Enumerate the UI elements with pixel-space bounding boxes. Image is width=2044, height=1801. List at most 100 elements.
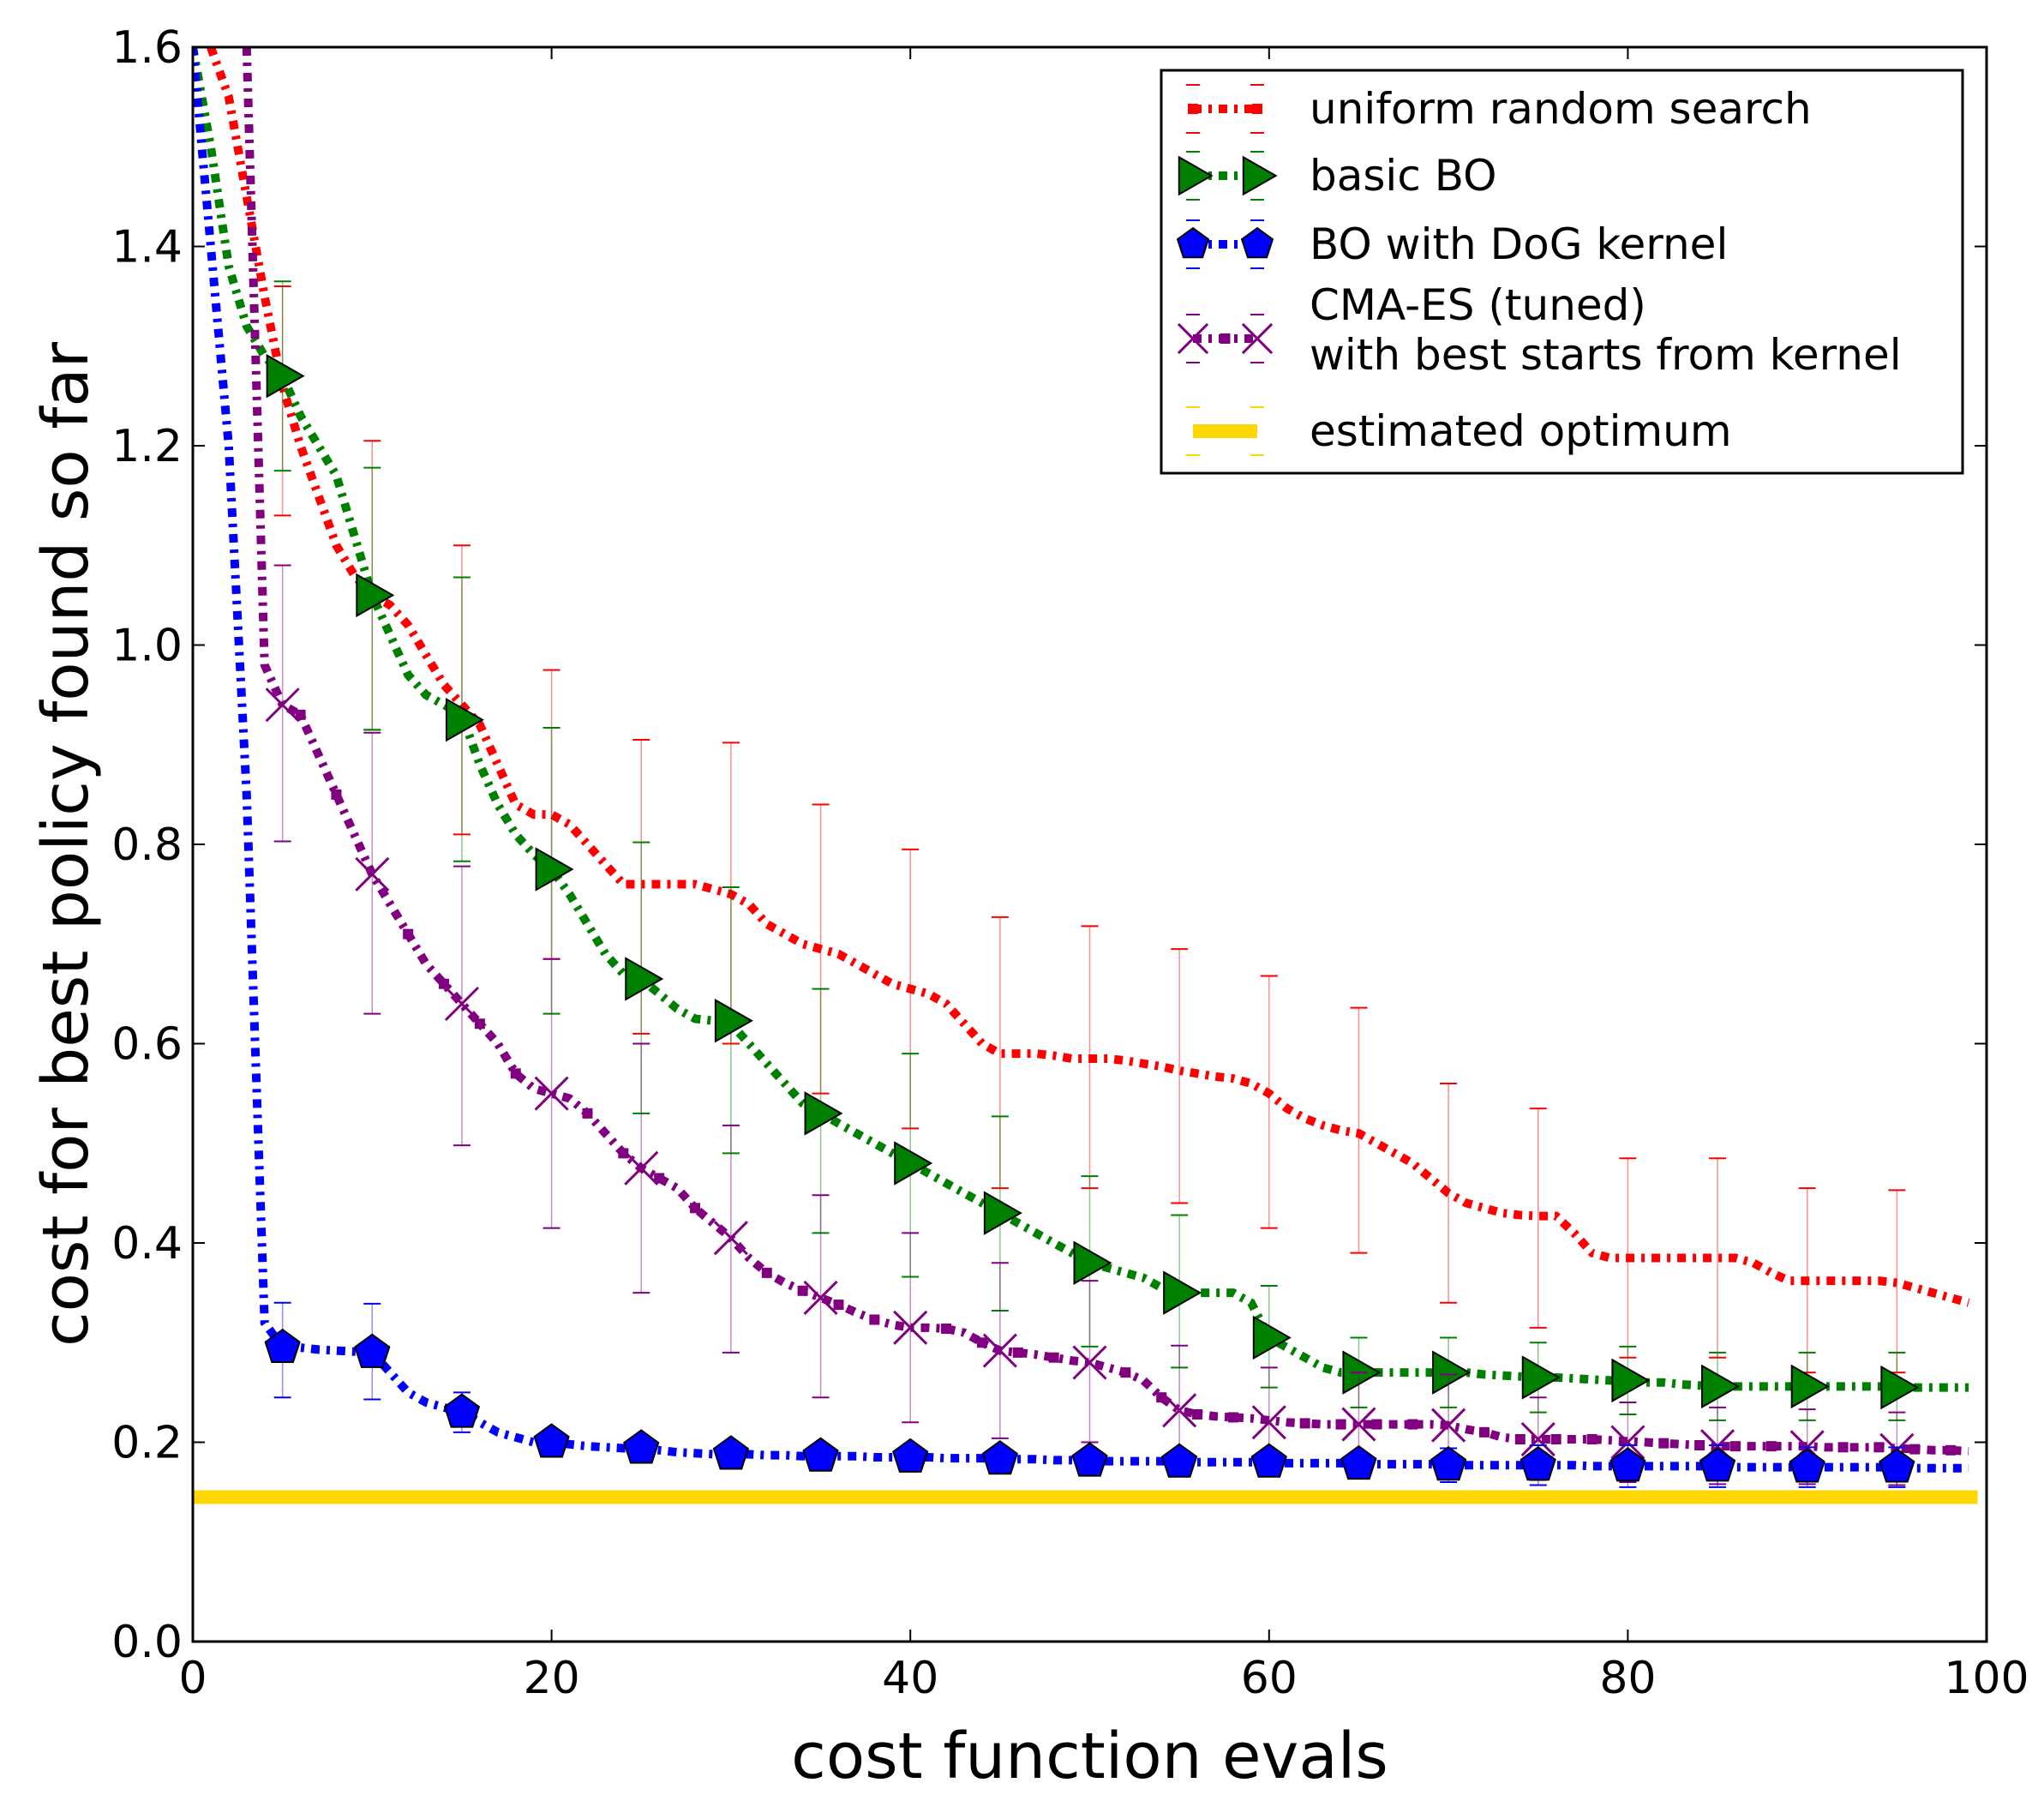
legend-marker (1252, 104, 1262, 114)
data-point (1432, 1350, 1472, 1395)
legend-marker (1178, 155, 1214, 196)
legend-marker (1240, 226, 1274, 259)
data-point (1251, 1405, 1286, 1440)
data-point-square (869, 1314, 880, 1325)
data-point (804, 1091, 843, 1136)
data-point (445, 697, 484, 742)
y-tick-label: 1.6 (111, 22, 183, 74)
data-point (1610, 1425, 1645, 1460)
data-point (1250, 1443, 1287, 1478)
data-point-square (439, 978, 450, 989)
data-point-square (1514, 1434, 1526, 1445)
series-random-search (207, 47, 1970, 1374)
y-tick-label: 0.2 (111, 1418, 183, 1469)
data-point (623, 1429, 660, 1464)
data-point-square (1478, 1426, 1490, 1438)
data-point (1071, 1442, 1108, 1477)
legend-marker-square (1220, 333, 1231, 344)
data-point-square (1120, 1367, 1131, 1378)
data-point-square (618, 1148, 629, 1159)
legend-marker (1188, 104, 1198, 114)
data-point (983, 1191, 1022, 1235)
y-tick-label: 0.8 (111, 819, 183, 871)
legend-item-bo-dog-kernel: BO with DoG kernel (1176, 219, 1728, 269)
x-tick-label: 60 (1241, 1653, 1298, 1704)
data-point (1520, 1446, 1556, 1481)
x-tick-label: 40 (882, 1653, 938, 1704)
data-point (443, 1393, 481, 1428)
data-point (712, 1435, 750, 1470)
data-point (893, 1310, 928, 1345)
legend-marker (1176, 226, 1210, 259)
data-point (265, 687, 300, 723)
data-point-square (1765, 1441, 1777, 1452)
data-point (1162, 1393, 1197, 1428)
data-point (1163, 1270, 1202, 1315)
data-point-square (1873, 1442, 1885, 1453)
legend-marker (1177, 322, 1209, 355)
data-point (264, 1328, 301, 1364)
legend-marker (1242, 155, 1278, 196)
data-point-square (1048, 1352, 1059, 1363)
data-point-square (1299, 1418, 1310, 1429)
legend-label: estimated optimum (1310, 406, 1732, 456)
x-tick-label: 0 (178, 1653, 207, 1704)
legend-label: basic BO (1310, 151, 1496, 201)
data-point (1789, 1448, 1825, 1483)
legend-box (1160, 69, 1964, 475)
data-point (1609, 1447, 1646, 1482)
data-point (533, 1423, 570, 1458)
data-point (1701, 1364, 1741, 1409)
data-point-square (941, 1323, 952, 1334)
data-point-square (797, 1285, 808, 1296)
data-point-square (1945, 1444, 1957, 1456)
data-point (444, 986, 480, 1022)
data-point (356, 573, 395, 618)
data-point (894, 1141, 933, 1186)
data-point (1072, 1345, 1107, 1380)
y-tick-label: 1.2 (111, 421, 183, 472)
data-point (714, 999, 753, 1043)
legend-marker (1241, 322, 1274, 355)
data-point (1521, 1355, 1561, 1400)
legend-item-cma-es: CMA-ES (tuned)with best starts from kern… (1177, 280, 1902, 380)
data-point (803, 1280, 838, 1316)
data-point (625, 957, 664, 1001)
data-point-square (1012, 1347, 1023, 1358)
data-point-square (1192, 1408, 1203, 1420)
data-point-square (510, 1068, 521, 1079)
data-point (354, 1333, 391, 1368)
series-layer (193, 47, 1978, 1504)
data-point-square (1729, 1441, 1741, 1452)
y-tick-label: 0.4 (111, 1218, 183, 1270)
y-tick-label: 1.4 (111, 222, 183, 273)
data-point-square (1658, 1438, 1669, 1449)
data-point (1073, 1240, 1112, 1285)
legend-label: uniform random search (1310, 84, 1812, 134)
series-line (207, 47, 1970, 1307)
data-point-square (331, 789, 342, 800)
data-point-square (582, 1108, 593, 1119)
data-point-square (295, 709, 306, 720)
data-point (1252, 1315, 1292, 1360)
data-point (1431, 1408, 1466, 1443)
data-point-square (1837, 1442, 1849, 1453)
legend-item-random-search: uniform random search (1186, 84, 1812, 134)
data-point-square (654, 1173, 665, 1184)
data-point-square (1909, 1444, 1921, 1455)
data-point (266, 353, 305, 399)
x-axis-label: cost function evals (791, 1720, 1388, 1793)
data-point-square (403, 928, 414, 940)
series-bo-dog-kernel (193, 47, 1969, 1488)
data-point-square (1371, 1419, 1382, 1430)
axis-layer: 0 20 40 60 80 100 0.0 0.2 0.4 0.6 0.8 1.0 1.2 1.4 1.6 (111, 22, 2029, 1704)
legend: uniform random search basic BO BO with DoG… (1160, 69, 1964, 475)
data-point (1790, 1364, 1830, 1409)
legend-item-basic-bo: basic BO (1178, 151, 1496, 201)
y-axis-label: cost for best policy found so far (29, 341, 103, 1347)
data-point (1520, 1421, 1555, 1457)
data-point (624, 1150, 659, 1186)
x-tick-label: 100 (1944, 1653, 2029, 1704)
